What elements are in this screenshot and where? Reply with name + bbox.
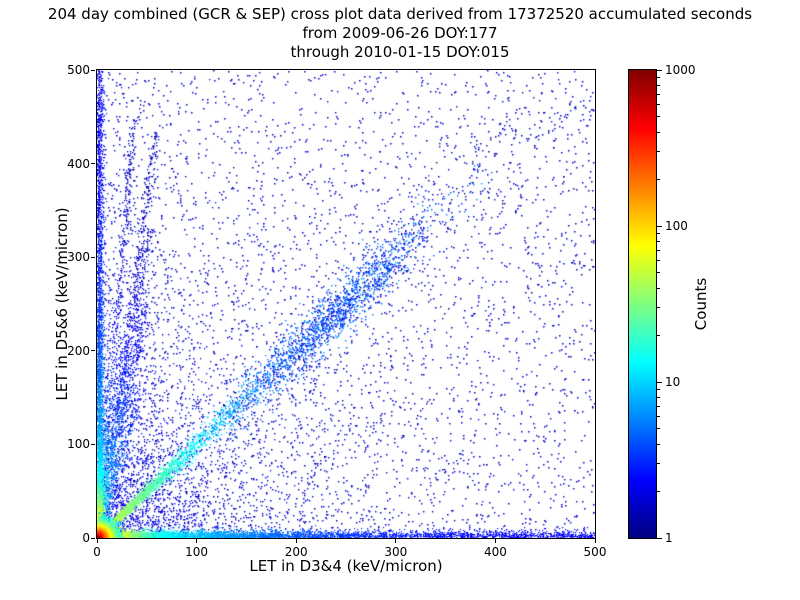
colorbar-minor-tick (657, 131, 660, 133)
colorbar-tick-mark (657, 225, 662, 227)
x-tick-mark (295, 539, 297, 543)
y-tick-mark (91, 163, 95, 165)
chart-subtitle-through: through 2010-01-15 DOY:015 (290, 43, 510, 61)
y-tick-label: 300 (67, 250, 90, 265)
colorbar-tick-mark (657, 69, 662, 71)
y-tick-mark (91, 350, 95, 352)
colorbar-tick-label: 1000 (665, 63, 696, 77)
colorbar-label: Counts (692, 277, 710, 331)
y-tick-label: 400 (67, 156, 90, 171)
colorbar-minor-tick (657, 463, 660, 465)
colorbar-minor-tick (657, 249, 660, 251)
x-tick-mark (494, 539, 496, 543)
x-tick-mark (196, 539, 198, 543)
x-tick-label: 400 (483, 545, 507, 559)
y-tick-label: 500 (67, 63, 90, 77)
y-tick-mark (91, 537, 95, 539)
y-tick-label: 0 (82, 531, 90, 545)
x-tick-mark (96, 539, 98, 543)
colorbar-minor-tick (657, 272, 660, 274)
x-axis-label: LET in D3&4 (keV/micron) (249, 557, 443, 575)
x-tick-label: 500 (583, 545, 607, 559)
colorbar-minor-tick (657, 232, 660, 234)
colorbar-minor-tick (657, 116, 660, 118)
colorbar-minor-tick (657, 84, 660, 86)
colorbar-minor-tick (657, 405, 660, 407)
x-tick-label: 0 (93, 545, 101, 559)
x-tick-label: 100 (185, 545, 209, 559)
colorbar-minor-tick (657, 334, 660, 336)
colorbar-minor-tick (657, 287, 660, 289)
colorbar-minor-tick (657, 76, 660, 78)
colorbar-tick-label: 100 (665, 219, 688, 233)
y-tick-label: 200 (67, 343, 90, 358)
colorbar-minor-tick (657, 151, 660, 153)
plot-area (96, 69, 596, 539)
scatter-canvas (97, 70, 595, 538)
colorbar-minor-tick (657, 443, 660, 445)
y-axis-label: LET in D5&6 (keV/micron) (53, 207, 71, 401)
colorbar-minor-tick (657, 396, 660, 398)
colorbar-minor-tick (657, 240, 660, 242)
y-tick-mark (91, 256, 95, 258)
y-tick-mark (91, 69, 95, 71)
colorbar-minor-tick (657, 388, 660, 390)
chart-subtitle-from: from 2009-06-26 DOY:177 (302, 24, 498, 42)
colorbar-minor-tick (657, 178, 660, 180)
x-tick-label: 200 (284, 545, 308, 559)
colorbar-minor-tick (657, 490, 660, 492)
colorbar-tick-label: 1 (665, 531, 673, 545)
chart-title: 204 day combined (GCR & SEP) cross plot … (47, 5, 753, 23)
colorbar-minor-tick (657, 428, 660, 430)
colorbar-minor-tick (657, 416, 660, 418)
colorbar-minor-tick (657, 307, 660, 309)
colorbar-minor-tick (657, 104, 660, 106)
y-tick-label: 100 (67, 437, 90, 452)
colorbar-tick-mark (657, 537, 662, 539)
colorbar-minor-tick (657, 93, 660, 95)
y-tick-mark (91, 443, 95, 445)
colorbar-minor-tick (657, 260, 660, 262)
x-tick-mark (395, 539, 397, 543)
x-tick-mark (594, 539, 596, 543)
colorbar-tick-mark (657, 381, 662, 383)
colorbar (628, 69, 657, 539)
x-tick-label: 300 (384, 545, 408, 559)
colorbar-tick-label: 10 (665, 375, 681, 389)
